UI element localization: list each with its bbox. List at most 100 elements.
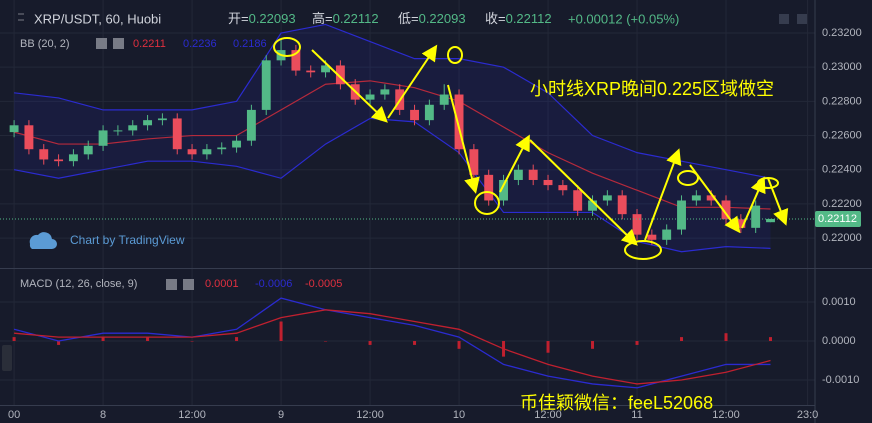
candle-body — [335, 65, 345, 85]
candle-body — [647, 234, 657, 240]
histogram-bar — [724, 333, 728, 342]
y-tick-label: 0.0010 — [822, 296, 856, 308]
candle-body — [573, 190, 583, 211]
ohlc-field: 开=0.22093 — [228, 11, 296, 26]
indicator-values: 0.2211 0.2236 0.2186 — [133, 38, 267, 50]
candle-body — [499, 179, 508, 201]
candle-body — [706, 195, 716, 201]
ohlc-value: 0.22093 — [419, 11, 466, 26]
ohlc-value: 0.22093 — [249, 11, 296, 26]
indicator-value: -0.0006 — [255, 278, 292, 290]
candle-body — [677, 200, 686, 230]
circle-mark — [677, 170, 699, 186]
histogram-bar — [279, 321, 283, 342]
ohlc-field: 高=0.22112 — [312, 11, 379, 26]
candle-body — [128, 125, 138, 131]
candle-body — [9, 125, 19, 133]
histogram-bar — [146, 337, 150, 342]
candle-body — [232, 140, 242, 148]
histogram-bar — [546, 341, 550, 353]
ohlc-field: 低=0.22093 — [398, 11, 466, 26]
arrow — [311, 49, 388, 123]
candle-body — [439, 94, 449, 105]
candle-body — [261, 60, 271, 110]
candle-body — [24, 125, 34, 150]
symbol-icon — [18, 13, 24, 21]
circle-mark — [474, 191, 500, 215]
candle-body — [410, 109, 419, 121]
toolbar-button[interactable] — [779, 14, 789, 24]
ohlc-field: 收=0.22112 — [485, 11, 552, 26]
histogram-bar — [680, 337, 684, 342]
circle-mark — [624, 240, 662, 260]
y-tick-label: 0.23200 — [822, 27, 862, 39]
candle-body — [217, 147, 227, 150]
annotation-text: 币佳颖微信：feeL52068 — [520, 393, 713, 413]
ohlc-label: 低= — [398, 11, 419, 26]
close-icon[interactable] — [113, 38, 124, 49]
candle-body — [380, 89, 390, 95]
y-tick-label: 0.0000 — [822, 335, 856, 347]
ohlc-label: 收= — [485, 11, 506, 26]
last-price-label: 0.22112 — [818, 213, 857, 225]
y-tick-label: -0.0010 — [822, 374, 859, 386]
candle-body — [424, 104, 434, 121]
toolbar-button[interactable] — [797, 14, 807, 24]
y-tick-label: 0.23000 — [822, 61, 862, 73]
histogram-bar — [457, 341, 461, 349]
ohlc-value: 0.22112 — [506, 11, 552, 26]
candle-body — [588, 200, 597, 211]
x-tick-label: 12:00 — [178, 409, 206, 421]
histogram-bar — [413, 341, 417, 345]
candle-body — [484, 174, 494, 201]
settings-icon[interactable] — [166, 279, 177, 290]
candle-body — [365, 94, 375, 100]
y-tick-label: 0.22600 — [822, 129, 862, 141]
x-tick-label: 12:00 — [712, 409, 740, 421]
last-price-tag — [815, 210, 861, 227]
candle-body — [172, 118, 182, 150]
annotation-text: 小时线XRP晚间0.225区域做空 — [530, 79, 774, 99]
candle-body — [736, 219, 746, 228]
close-icon[interactable] — [183, 279, 194, 290]
arrow — [499, 134, 530, 193]
candle-body — [291, 50, 301, 71]
x-tick-label: 10 — [453, 409, 465, 421]
candle-body — [751, 205, 761, 228]
candle-body — [39, 149, 49, 160]
candle-body — [113, 130, 123, 132]
candle-body — [691, 195, 701, 201]
indicator-value: 0.0001 — [205, 278, 239, 290]
y-tick-label: 0.22800 — [822, 95, 862, 107]
indicator-value: 0.2236 — [183, 38, 217, 50]
watermark-logo — [29, 232, 57, 249]
band-line — [14, 23, 771, 179]
candle-body — [469, 149, 479, 175]
x-tick-label: 9 — [278, 409, 284, 421]
settings-icon[interactable] — [96, 38, 107, 49]
candle-body — [543, 179, 553, 186]
candle-body — [202, 149, 212, 155]
collapse-handle[interactable] — [2, 345, 12, 371]
histogram-bar — [769, 337, 773, 342]
symbol-title: XRP/USDT, 60, Huobi — [34, 11, 161, 26]
x-tick-label: 12:00 — [356, 409, 384, 421]
circle-mark — [273, 37, 301, 57]
histogram-bar — [635, 341, 639, 345]
candle-body — [558, 185, 568, 191]
ohlc-label: 高= — [312, 11, 333, 26]
x-tick-label: 12:00 — [534, 409, 562, 421]
candle-body — [528, 169, 538, 180]
indicator-value: -0.0005 — [305, 278, 342, 290]
candle-body — [83, 145, 93, 155]
x-tick-label: 8 — [100, 409, 106, 421]
watermark: Chart by TradingView — [70, 233, 185, 247]
histogram-bar — [12, 337, 16, 342]
arrow — [644, 148, 682, 241]
band-line — [13, 80, 771, 210]
indicator-name: MACD (12, 26, close, 9) — [20, 278, 137, 290]
annotations — [273, 37, 789, 260]
candle-body — [721, 200, 731, 220]
histogram-bar — [591, 341, 595, 349]
